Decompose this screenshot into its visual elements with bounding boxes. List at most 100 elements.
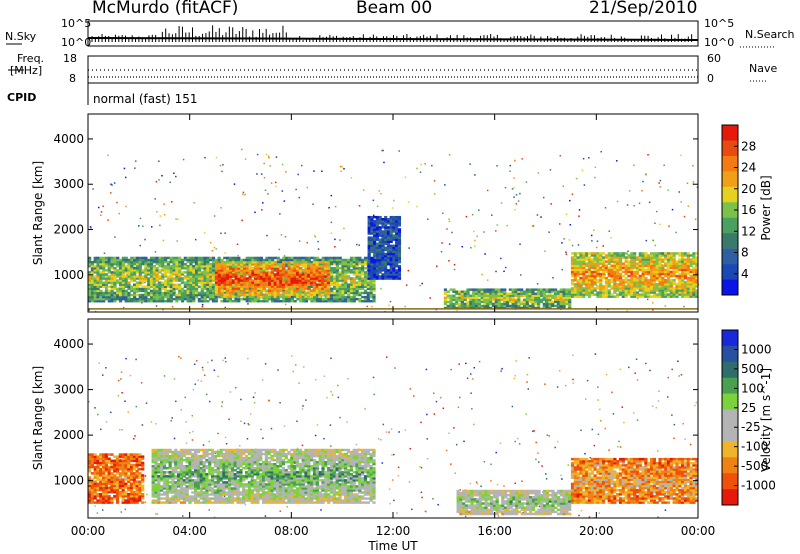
heatmap-cell [180, 281, 185, 284]
heatmap-cell [599, 260, 603, 263]
heatmap-cell [301, 289, 305, 292]
heatmap-cell [304, 285, 308, 288]
heatmap-cell [194, 269, 199, 272]
heatmap-cell [363, 295, 368, 299]
heatmap-cell [124, 267, 128, 270]
heatmap-cell [113, 293, 117, 297]
heatmap-cell [127, 269, 131, 272]
scatter-cell [451, 231, 453, 234]
heatmap-cell [562, 304, 566, 308]
scatter-cell [177, 218, 179, 221]
heatmap-cell [318, 271, 322, 274]
heatmap-cell [327, 299, 331, 303]
heatmap-cell [616, 272, 620, 276]
heatmap-cell [237, 256, 241, 260]
heatmap-cell [397, 217, 402, 221]
heatmap-cell [240, 261, 244, 264]
heatmap-cell [203, 287, 207, 291]
heatmap-cell [647, 264, 651, 268]
heatmap-cell [607, 262, 611, 265]
heatmap-cell [649, 270, 654, 274]
heatmap-cell [161, 273, 165, 276]
scatter-cell [680, 201, 682, 203]
heatmap-cell [355, 267, 359, 270]
scatter-cell [144, 281, 146, 283]
heatmap-cell [392, 248, 396, 252]
scatter-cell [486, 279, 489, 281]
heatmap-cell [355, 264, 359, 268]
heatmap-cell [270, 291, 275, 294]
heatmap-cell [323, 267, 328, 270]
heatmap-cell [110, 273, 114, 276]
heatmap-cell [313, 295, 317, 299]
heatmap-cell [607, 266, 611, 270]
heatmap-cell [240, 293, 244, 296]
heatmap-cell [256, 263, 261, 266]
heatmap-cell [525, 296, 529, 300]
heatmap-cell [118, 297, 123, 301]
heatmap-cell [537, 304, 541, 308]
heatmap-cell [633, 272, 637, 276]
heatmap-cell [352, 279, 356, 282]
heatmap-cell [570, 270, 575, 274]
heatmap-cell [520, 290, 524, 293]
heatmap-cell [107, 277, 111, 280]
scatter-cell [102, 205, 104, 207]
heatmap-cell [457, 306, 462, 310]
heatmap-cell [582, 270, 586, 274]
heatmap-cell [251, 289, 255, 292]
heatmap-cell [613, 285, 617, 288]
heatmap-cell [363, 297, 368, 301]
heatmap-cell [273, 285, 277, 288]
heatmap-cell [386, 242, 391, 245]
heatmap-cell [352, 285, 356, 289]
heatmap-cell [610, 287, 614, 290]
heatmap-cell [290, 267, 294, 270]
heatmap-cell [630, 254, 634, 257]
heatmap-cell [104, 297, 109, 301]
heatmap-cell [254, 293, 258, 296]
heatmap-cell [147, 273, 151, 276]
heatmap-cell [366, 293, 370, 297]
heatmap-cell [166, 277, 171, 280]
heatmap-cell [138, 275, 142, 278]
scatter-cell [655, 210, 658, 213]
heatmap-cell [178, 264, 182, 268]
heatmap-cell [307, 277, 311, 280]
heatmap-cell [689, 274, 693, 278]
heatmap-cell [652, 295, 657, 298]
heatmap-cell [217, 271, 222, 274]
heatmap-cell [367, 252, 371, 256]
heatmap-cell [262, 271, 266, 274]
heatmap-cell [514, 304, 518, 308]
heatmap-cell [486, 294, 490, 297]
heatmap-cell [234, 263, 238, 266]
heatmap-cell [310, 299, 314, 303]
heatmap-cell [494, 296, 498, 300]
heatmap-cell [522, 298, 527, 302]
heatmap-cell [234, 269, 238, 272]
heatmap-cell [211, 271, 216, 274]
heatmap-cell [186, 295, 190, 299]
heatmap-cell [96, 258, 100, 262]
heatmap-cell [135, 256, 140, 260]
heatmap-cell [209, 297, 213, 301]
heatmap-cell [276, 287, 280, 290]
heatmap-cell [610, 266, 614, 270]
heatmap-cell [313, 258, 317, 262]
heatmap-cell [231, 269, 236, 272]
scatter-cell [680, 154, 682, 157]
heatmap-cell [375, 236, 379, 239]
heatmap-cell [186, 256, 190, 260]
heatmap-cell [293, 275, 297, 278]
heatmap-cell [192, 297, 196, 301]
heatmap-cell [209, 273, 213, 276]
scatter-cell [444, 184, 446, 186]
heatmap-cell [104, 283, 109, 286]
heatmap-cell [226, 295, 230, 298]
scatter-cell [424, 163, 426, 165]
heatmap-cell [630, 283, 634, 286]
heatmap-cell [576, 293, 580, 296]
heatmap-cell [229, 295, 233, 298]
heatmap-cell [133, 289, 137, 293]
